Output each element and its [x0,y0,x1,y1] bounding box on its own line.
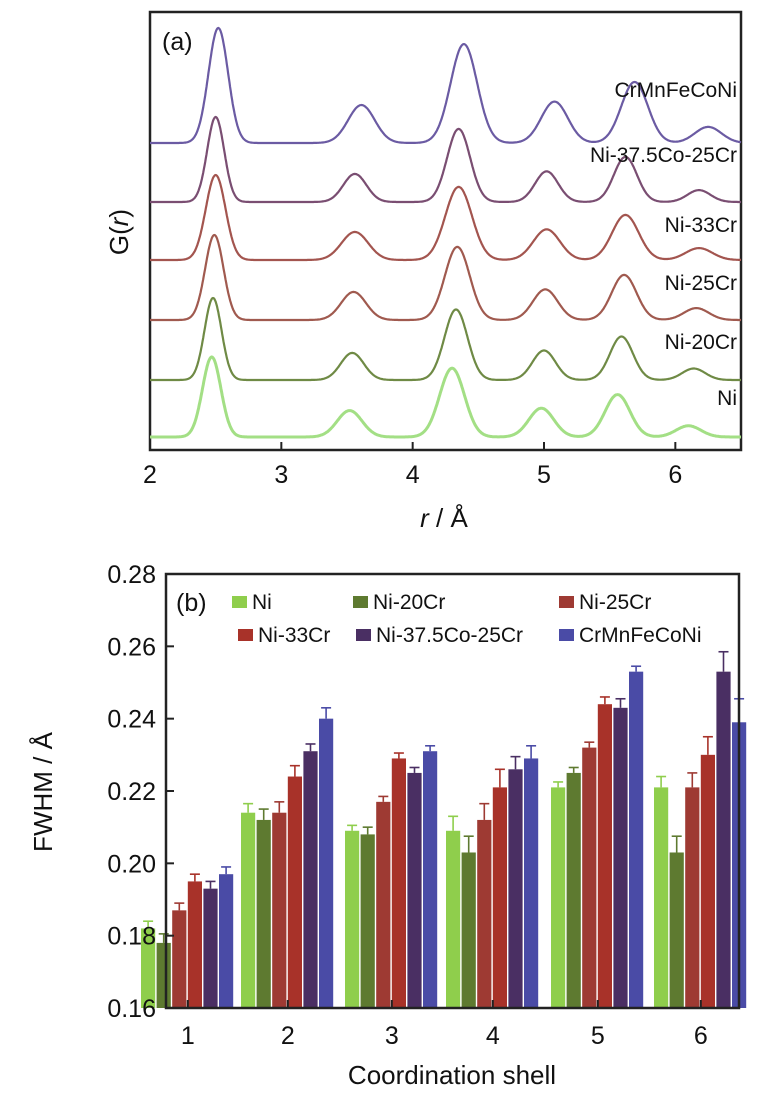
legend-label: Ni-25Cr [579,591,651,614]
fwhm-bar [613,708,627,1008]
legend-label: Ni-33Cr [258,624,330,647]
fwhm-bar [551,787,565,1008]
legend-label: Ni [252,591,272,614]
legend-label: CrMnFeCoNi [579,624,702,647]
fwhm-bar [257,820,271,1008]
fwhm-bar [288,777,302,1008]
pdf-series-label: Ni-37.5Co-25Cr [590,144,737,167]
fwhm-bar [477,820,491,1008]
x-tick-label: 1 [181,1022,195,1050]
fwhm-bar [272,813,286,1008]
x-tick-label: 4 [406,461,420,489]
fwhm-bar [303,751,317,1008]
pdf-series-label: Ni-33Cr [665,214,737,237]
fwhm-bar [172,910,186,1008]
panel-b-y-label-text: FWHM / [28,749,58,852]
y-tick-label: 0.20 [107,850,156,878]
fwhm-bar [157,943,171,1008]
y-tick-label: 0.26 [107,633,156,661]
figure: CrMnFeCoNiNi-37.5Co-25CrNi-33CrNi-25CrNi… [0,0,768,1099]
panel-b-legend: Ni Ni-20Cr Ni-25Cr Ni-33Cr Ni-37.5Co-25Cr CrM… [232,591,702,647]
panel-a-x-axis-label: r / Å [420,503,468,533]
legend-swatch [559,629,574,641]
y-tick-label: 0.16 [107,995,156,1023]
fwhm-bar [319,719,333,1008]
panel-b-y-axis-label: FWHM / Å [28,731,58,852]
pdf-series-label: Ni [717,387,737,410]
fwhm-bar [345,831,359,1008]
y-tick-label: 0.18 [107,923,156,951]
fwhm-bar [582,748,596,1008]
y-tick-label: 0.28 [107,561,156,589]
panel-a-y-label-prefix: G( [104,226,134,255]
fwhm-bar [493,787,507,1008]
pdf-curve-4 [150,298,741,380]
panel-a-x-label-unit: / Å [429,503,469,533]
pdf-curve-3 [150,235,741,320]
panel-a-y-axis-label: G(r) [104,209,134,255]
fwhm-bar [716,672,730,1008]
fwhm-bar [654,787,668,1008]
pdf-series-label: CrMnFeCoNi [614,79,737,102]
legend-label: Ni-20Cr [373,591,445,614]
legend-swatch [353,596,368,608]
legend-swatch [232,596,247,608]
pdf-series-label: Ni-25Cr [665,272,737,295]
fwhm-bar [188,881,202,1008]
panel-b-label: (b) [176,589,207,617]
fwhm-bar [670,852,684,1008]
fwhm-bar [423,751,437,1008]
fwhm-bar [446,831,460,1008]
fwhm-bar [629,672,643,1008]
pdf-series-label: Ni-20Cr [665,331,737,354]
legend-swatch [356,629,371,641]
x-tick-label: 4 [486,1022,500,1050]
x-tick-label: 6 [694,1022,708,1050]
panel-b-bars [141,672,746,1008]
fwhm-bar [685,787,699,1008]
fwhm-bar [203,889,217,1008]
fwhm-bar [462,852,476,1008]
fwhm-bar [392,758,406,1008]
fwhm-bar [567,773,581,1008]
x-tick-label: 3 [274,461,288,489]
legend-label: Ni-37.5Co-25Cr [376,624,523,647]
y-tick-label: 0.24 [107,706,156,734]
legend-swatch [559,596,574,608]
y-tick-label: 0.22 [107,778,156,806]
panel-b-error-bars [143,652,744,943]
panel-a-pdf-chart: CrMnFeCoNi Ni-37.5Co-25Cr Ni-33Cr Ni-25Cr Ni… [104,12,741,533]
x-tick-label: 6 [668,461,682,489]
pdf-curve-2 [150,175,741,260]
fwhm-bar [407,773,421,1008]
x-tick-label: 3 [385,1022,399,1050]
panel-a-label: (a) [162,28,193,56]
x-tick-label: 2 [281,1022,295,1050]
fwhm-bar [701,755,715,1008]
fwhm-bar [598,704,612,1008]
x-tick-label: 5 [591,1022,605,1050]
panel-a-plot-frame [150,12,741,450]
pdf-curve-5 [150,357,741,437]
fwhm-bar [241,813,255,1008]
fwhm-bar [219,874,233,1008]
x-tick-label: 2 [143,461,157,489]
fwhm-bar [376,802,390,1008]
panel-a-y-label-suffix: ) [104,209,134,218]
panel-b-y-label-unit: Å [28,731,58,749]
fwhm-bar [524,758,538,1008]
legend-swatch [238,629,253,641]
x-tick-label: 5 [537,461,551,489]
fwhm-bar [361,834,375,1008]
panel-b-x-axis-label: Coordination shell [348,1060,556,1090]
fwhm-bar [508,769,522,1008]
